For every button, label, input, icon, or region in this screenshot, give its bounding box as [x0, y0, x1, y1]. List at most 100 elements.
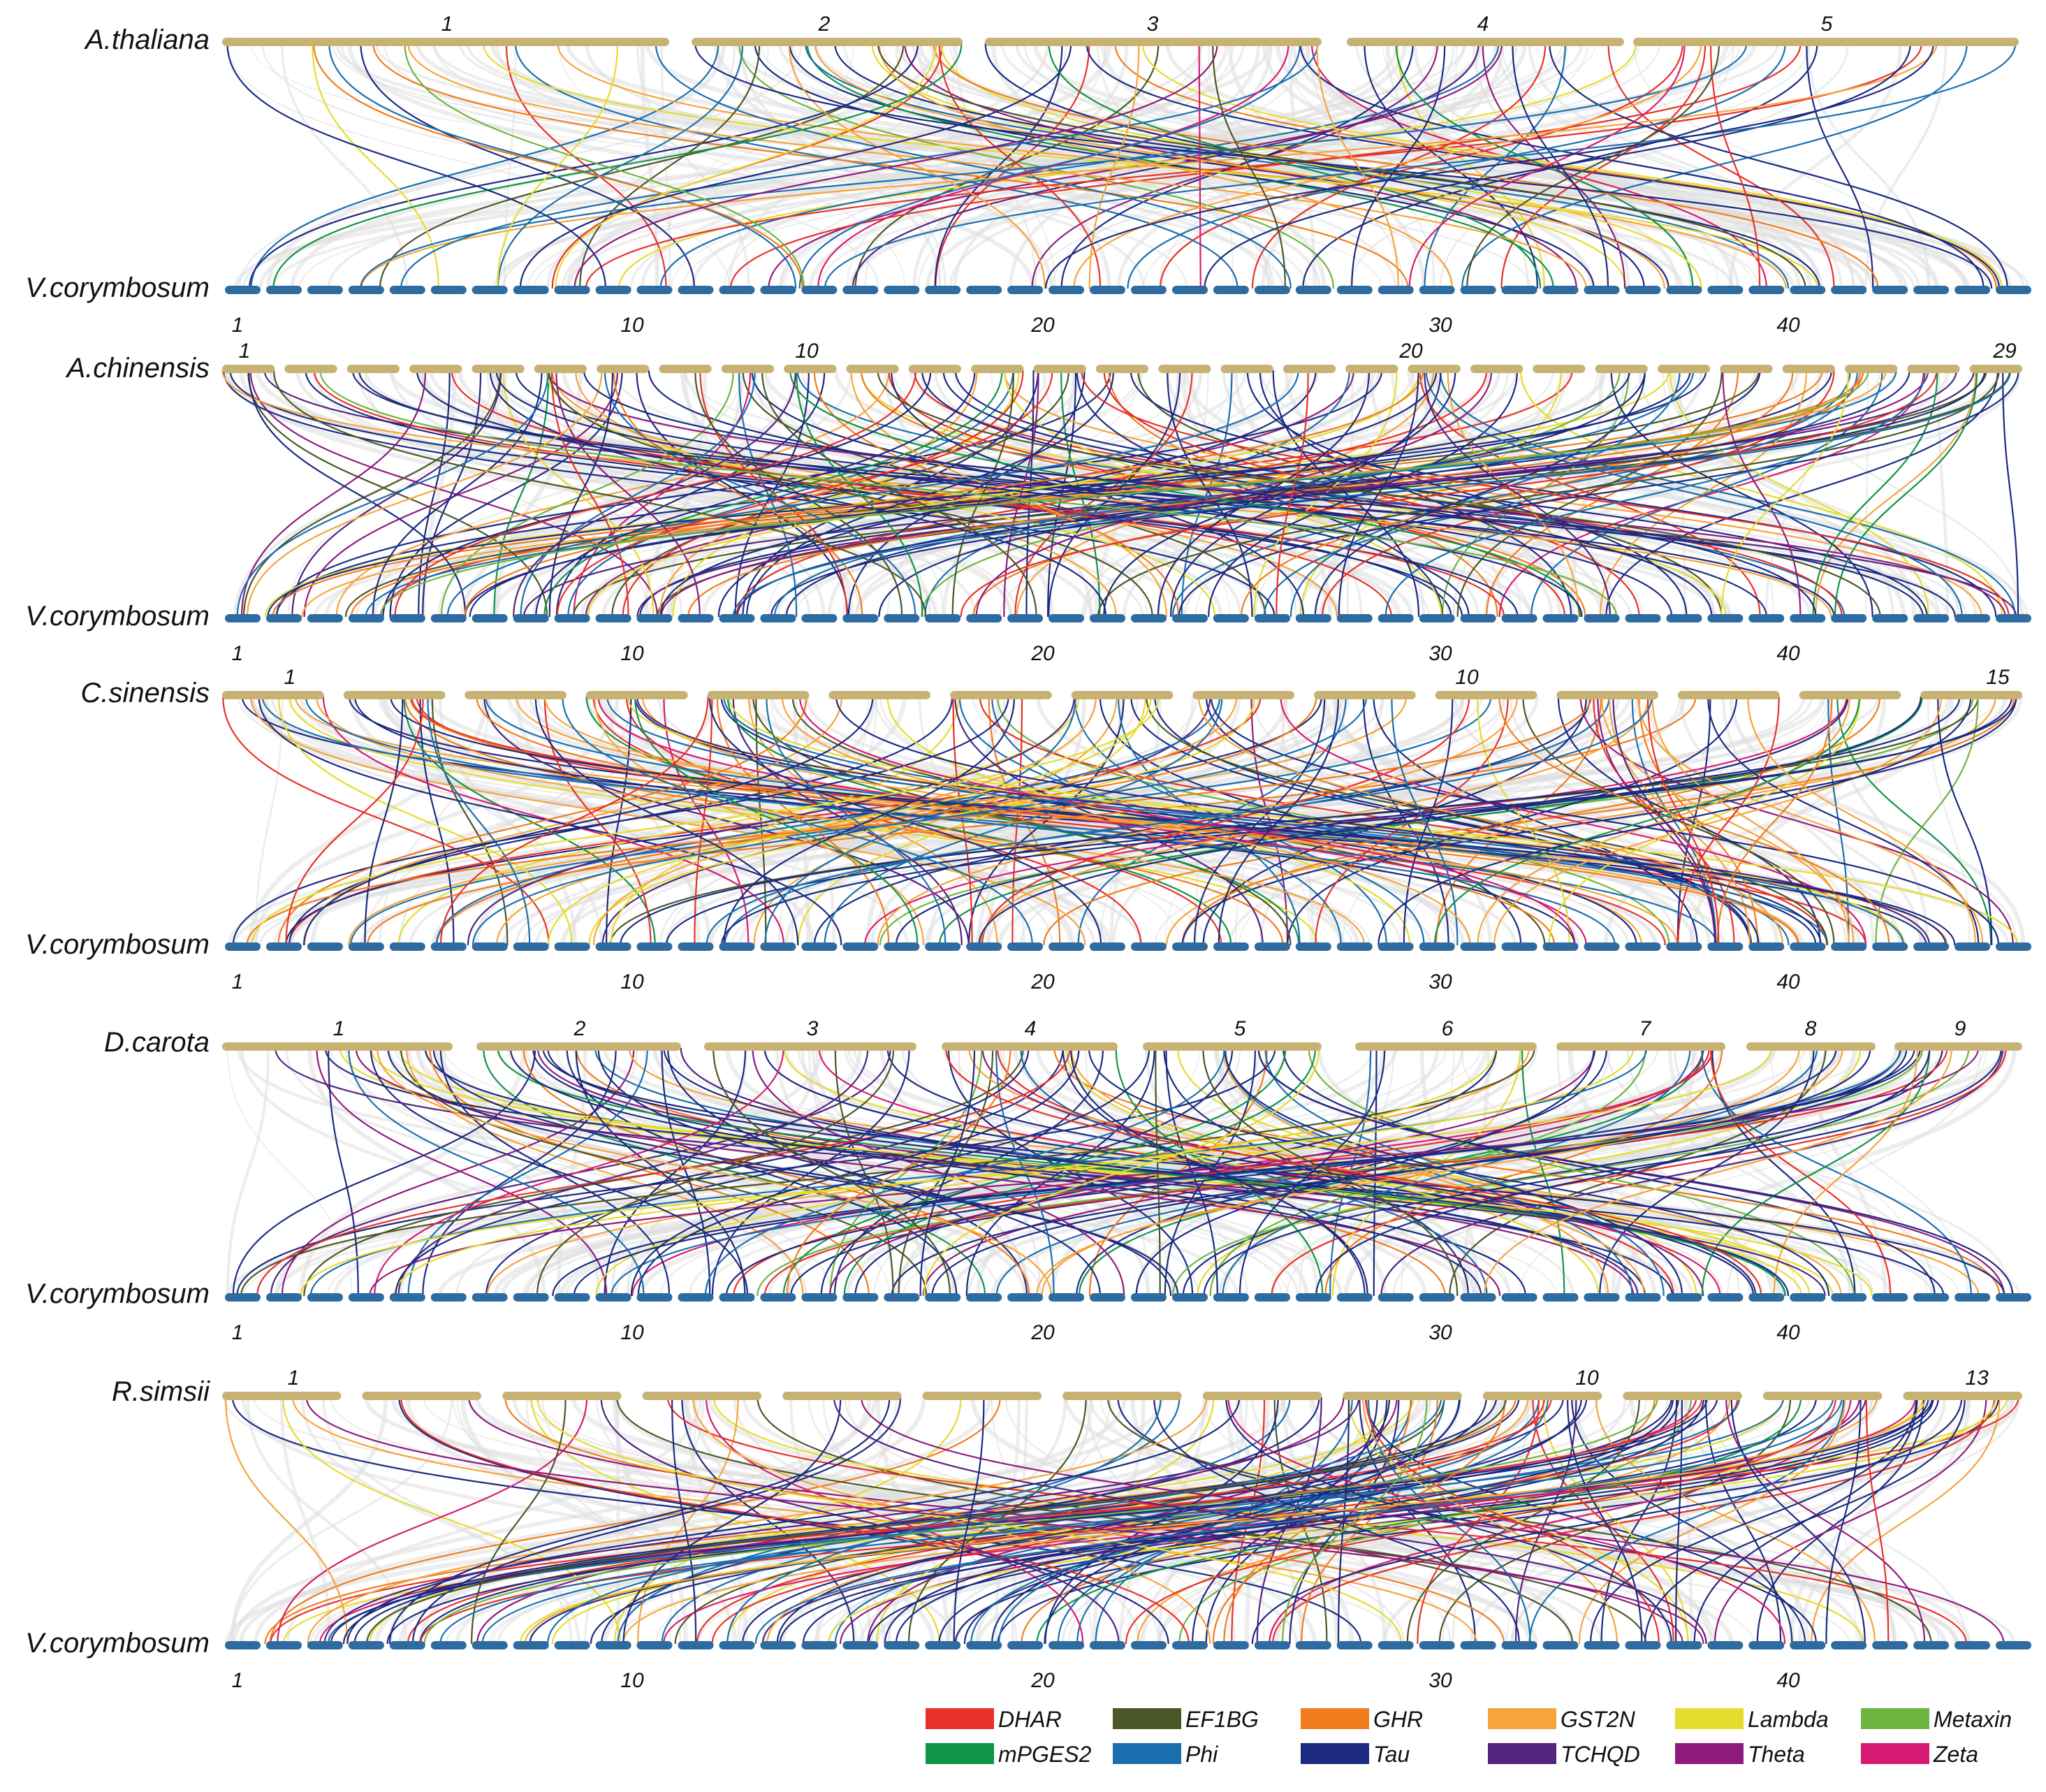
reference-chromosome [266, 614, 302, 622]
gene-link [751, 370, 1470, 618]
gene-link [1373, 696, 1698, 946]
background-link [1440, 370, 1941, 618]
gene-link [277, 696, 808, 946]
gene-link [1530, 370, 1883, 618]
gene-link [1264, 1047, 1665, 1297]
background-link [1349, 43, 1850, 289]
gene-link [940, 43, 1702, 289]
gene-link [388, 1397, 891, 1645]
reference-chromosome-number: 30 [1428, 1321, 1452, 1344]
query-chromosome [597, 365, 650, 373]
reference-chromosome [554, 286, 590, 294]
gene-link [931, 1047, 1871, 1297]
query-chromosome [1314, 691, 1416, 699]
reference-chromosome [1542, 1641, 1579, 1649]
reference-chromosome [1625, 614, 1661, 622]
gene-link [476, 1397, 1345, 1645]
reference-chromosome [1996, 1641, 2031, 1649]
gene-link [483, 1047, 986, 1297]
query-chromosome [534, 365, 587, 373]
gene-link [242, 370, 502, 618]
gene-link [1016, 370, 1435, 618]
reference-chromosome [1172, 942, 1208, 951]
gene-link [373, 1047, 784, 1297]
gene-link [692, 1397, 1211, 1645]
reference-chromosome [1913, 1293, 1950, 1302]
gene-link [495, 370, 1583, 618]
background-link [1556, 1047, 1639, 1297]
reference-chromosome [719, 286, 755, 294]
gene-link [305, 1397, 1704, 1645]
gene-link [725, 1047, 1837, 1297]
reference-label-panel-2: V.corymbosum [25, 601, 210, 632]
reference-chromosome [1501, 286, 1537, 294]
gene-link [555, 370, 701, 618]
reference-chromosome [225, 942, 261, 951]
gene-link [523, 1047, 1030, 1297]
gene-link [394, 370, 917, 618]
query-chromosome [704, 1042, 916, 1051]
background-link [227, 43, 731, 289]
gene-link [1612, 696, 1716, 946]
reference-chromosome-number: 40 [1776, 642, 1800, 665]
gene-link [1710, 1047, 1892, 1297]
gene-link [1600, 1397, 1678, 1645]
query-chromosome [908, 365, 962, 373]
gene-link [573, 43, 1218, 289]
query-chromosome [1633, 38, 2019, 46]
reference-chromosome [1872, 1293, 1908, 1302]
background-link [953, 43, 1261, 289]
gene-link [1607, 43, 1835, 289]
background-link [1341, 696, 1600, 946]
gene-link [1595, 1397, 1876, 1645]
gene-link [328, 43, 797, 289]
reference-chromosome [348, 614, 384, 622]
gene-link [422, 1047, 617, 1297]
background-link [346, 43, 1035, 289]
gene-link [1281, 1397, 1428, 1645]
gene-link [366, 1397, 1507, 1645]
background-link [322, 1397, 573, 1645]
reference-chromosome [1378, 614, 1414, 622]
query-chromosome [1345, 365, 1398, 373]
reference-chromosome [513, 1641, 549, 1649]
query-chromosome [346, 365, 400, 373]
reference-chromosome [1584, 614, 1620, 622]
species-label-c-sinensis: C.sinensis [80, 678, 210, 708]
reference-chromosome [307, 286, 343, 294]
gene-link [768, 43, 1503, 289]
gene-link [1181, 696, 2017, 946]
reference-chromosome [430, 286, 467, 294]
query-chromosome-number: 9 [1954, 1017, 1966, 1040]
gene-link [543, 370, 1003, 618]
gene-link [706, 696, 1653, 946]
gene-link [796, 370, 923, 618]
reference-chromosome [719, 1641, 755, 1649]
gene-link [1044, 1397, 1279, 1645]
background-link [241, 1397, 957, 1645]
legend-swatch [1113, 1708, 1181, 1729]
background-link [307, 1047, 546, 1297]
background-link [261, 43, 879, 289]
gene-link [535, 370, 976, 618]
background-link [363, 696, 666, 946]
gene-link [1287, 696, 1738, 946]
reference-chromosome [842, 1293, 879, 1302]
reference-chromosome [430, 614, 467, 622]
background-link [1519, 1047, 1987, 1297]
reference-chromosome [1090, 1293, 1125, 1302]
gene-link [1364, 43, 1538, 289]
reference-chromosome [884, 942, 920, 951]
gene-link [970, 1397, 1549, 1645]
gene-link [1060, 370, 1101, 618]
gene-link [1169, 370, 1442, 618]
gene-link [313, 370, 1505, 618]
reference-chromosome [595, 286, 631, 294]
gene-link [403, 696, 656, 946]
reference-chromosome [1954, 1641, 1991, 1649]
background-link [226, 1047, 353, 1297]
query-chromosome [1435, 691, 1537, 699]
query-chromosome [1720, 365, 1773, 373]
gene-link [1549, 43, 2008, 289]
